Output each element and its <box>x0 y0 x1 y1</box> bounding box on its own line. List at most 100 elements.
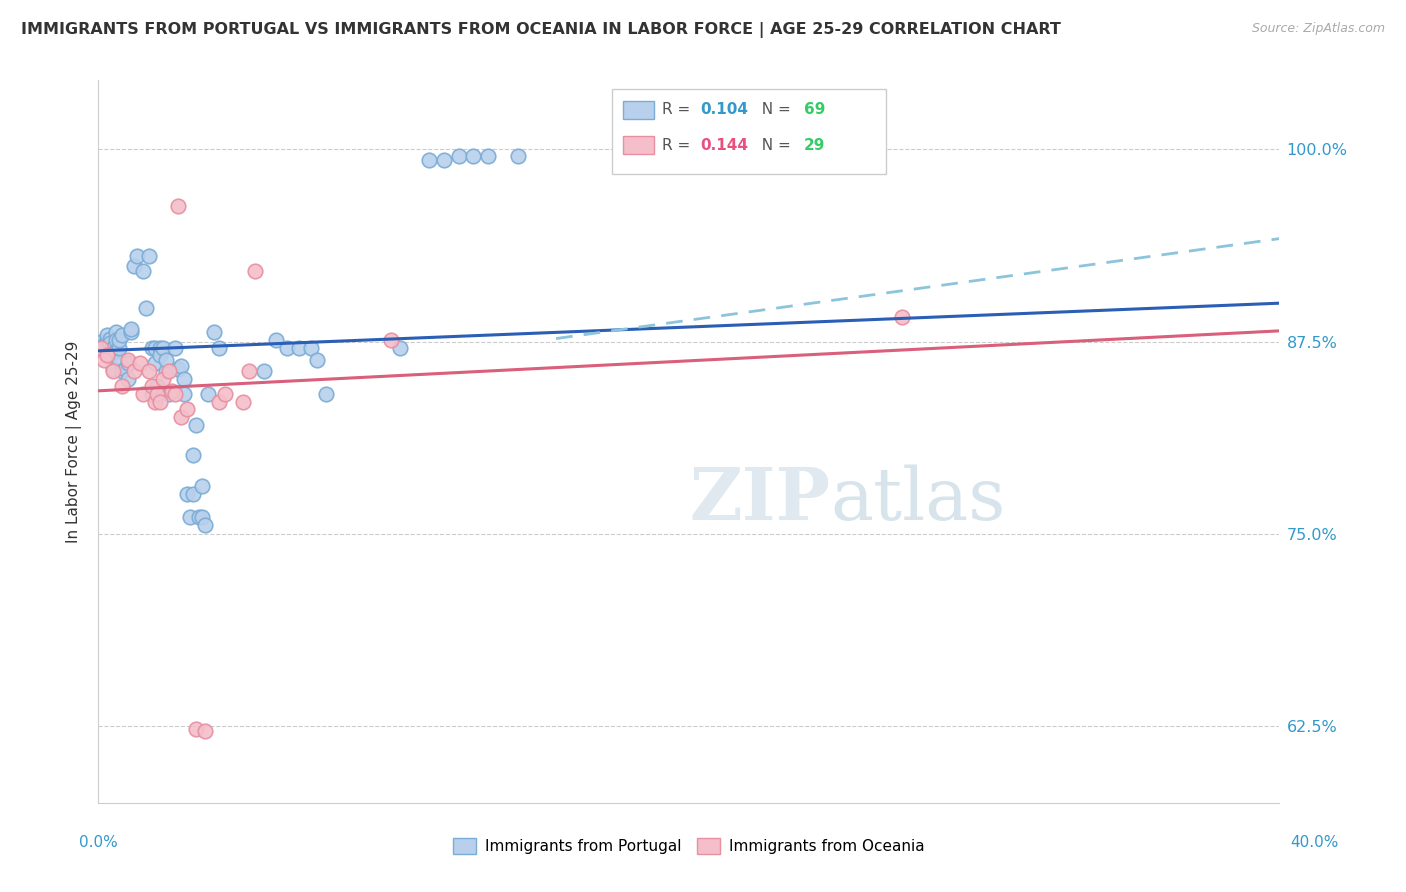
Point <box>108 341 131 355</box>
Text: 0.144: 0.144 <box>700 138 748 153</box>
Text: N =: N = <box>752 138 796 153</box>
Point <box>152 371 174 385</box>
Point <box>98 332 121 346</box>
Point <box>191 509 214 524</box>
Point <box>162 384 183 398</box>
Text: ZIP: ZIP <box>690 464 831 535</box>
Point <box>181 487 204 501</box>
Point <box>141 387 163 401</box>
Point <box>98 336 121 351</box>
Text: N =: N = <box>752 103 796 117</box>
Point <box>194 517 217 532</box>
Point <box>157 387 180 401</box>
Point <box>117 356 139 370</box>
Point <box>506 148 529 162</box>
Point <box>149 341 172 355</box>
Point <box>191 479 214 493</box>
Point <box>187 509 209 524</box>
Point <box>208 394 231 409</box>
Point <box>103 364 125 378</box>
Point <box>184 417 207 432</box>
Point <box>105 343 128 358</box>
Point <box>299 341 322 355</box>
Point <box>120 326 142 340</box>
Point <box>288 341 311 355</box>
Point <box>111 364 134 378</box>
Point <box>197 387 219 401</box>
Point <box>152 341 174 355</box>
Point <box>243 264 266 278</box>
Point <box>105 333 128 347</box>
Point <box>98 348 121 362</box>
Text: R =: R = <box>662 138 696 153</box>
Point <box>90 334 112 349</box>
Point <box>141 379 163 393</box>
Legend: Immigrants from Portugal, Immigrants from Oceania: Immigrants from Portugal, Immigrants fro… <box>447 832 931 860</box>
Point <box>122 364 145 378</box>
Point <box>202 326 225 340</box>
Point <box>128 356 150 370</box>
Point <box>120 322 142 336</box>
Point <box>138 248 160 262</box>
Point <box>108 353 131 368</box>
Point <box>176 402 198 417</box>
Point <box>146 387 169 401</box>
Point <box>380 333 402 347</box>
Point <box>253 364 276 378</box>
Point <box>418 153 440 168</box>
Point <box>117 353 139 368</box>
Point <box>143 356 166 370</box>
Point <box>90 341 112 355</box>
Point <box>194 723 217 738</box>
Point <box>179 509 201 524</box>
Point <box>117 371 139 385</box>
Point <box>96 333 118 347</box>
Point <box>155 364 177 378</box>
Point <box>132 387 155 401</box>
Point <box>141 341 163 355</box>
Point <box>264 333 287 347</box>
Point <box>146 379 169 393</box>
Text: 0.104: 0.104 <box>700 103 748 117</box>
Point <box>122 260 145 274</box>
Point <box>157 364 180 378</box>
Point <box>111 379 134 393</box>
Point <box>305 353 328 368</box>
Point <box>93 353 115 368</box>
Text: 40.0%: 40.0% <box>1291 836 1339 850</box>
Point <box>165 341 187 355</box>
Point <box>232 394 254 409</box>
Point <box>173 387 195 401</box>
Point <box>890 310 912 324</box>
Point <box>125 248 148 262</box>
Point <box>170 359 193 374</box>
Point <box>103 341 125 355</box>
Point <box>111 328 134 343</box>
Y-axis label: In Labor Force | Age 25-29: In Labor Force | Age 25-29 <box>66 341 83 542</box>
Point <box>315 387 337 401</box>
Point <box>208 341 231 355</box>
Point <box>105 326 128 340</box>
Point <box>181 449 204 463</box>
Point <box>276 341 298 355</box>
Point <box>96 328 118 343</box>
Point <box>447 148 470 162</box>
Point <box>143 341 166 355</box>
Point <box>155 353 177 368</box>
Point <box>477 148 499 162</box>
Point <box>149 348 172 362</box>
Point <box>173 371 195 385</box>
Point <box>138 364 160 378</box>
Point <box>93 337 115 351</box>
Point <box>103 362 125 376</box>
Point <box>463 148 485 162</box>
Point <box>149 394 172 409</box>
Point <box>170 409 193 424</box>
Text: 69: 69 <box>804 103 825 117</box>
Point <box>214 387 236 401</box>
Point <box>114 362 136 376</box>
Text: IMMIGRANTS FROM PORTUGAL VS IMMIGRANTS FROM OCEANIA IN LABOR FORCE | AGE 25-29 C: IMMIGRANTS FROM PORTUGAL VS IMMIGRANTS F… <box>21 22 1062 38</box>
Point <box>433 153 456 168</box>
Point <box>108 333 131 347</box>
Text: atlas: atlas <box>831 464 1007 534</box>
